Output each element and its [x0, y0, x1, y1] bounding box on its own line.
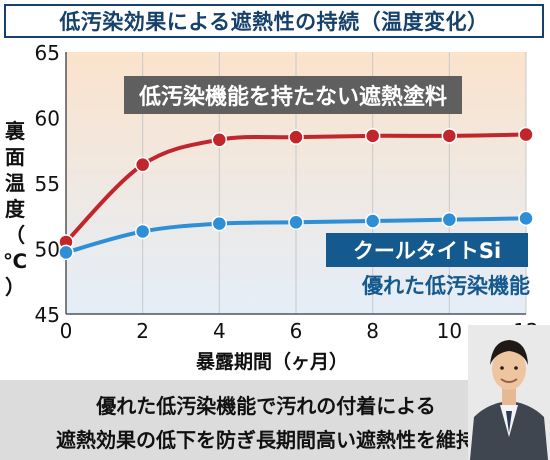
footer-line-2: 遮熱効果の低下を防ぎ長期間高い遮熱性を維持: [56, 428, 476, 452]
series-conventional-point: [134, 156, 151, 173]
y-axis-label: 裏面温度（℃）: [2, 118, 28, 300]
series-conventional-point: [441, 128, 458, 144]
series-cooltight-point: [518, 210, 534, 227]
y-axis-label-char: ）: [5, 275, 25, 299]
x-tick-label: 0: [60, 319, 73, 343]
y-axis-label-char: 裏: [5, 119, 25, 143]
y-axis-label-char: （: [5, 223, 25, 247]
series-cooltight-point: [364, 213, 381, 229]
series-cooltight-point: [211, 215, 228, 232]
callout-conventional-paint: 低汚染機能を持たない遮熱塗料: [124, 76, 462, 114]
series-conventional-point: [518, 126, 534, 143]
y-tick-label: 55: [35, 172, 60, 196]
y-axis-label-char: 温: [5, 171, 25, 195]
y-tick-label: 50: [35, 238, 60, 262]
x-tick-label: 8: [366, 319, 379, 343]
y-tick-label: 60: [35, 107, 60, 131]
person-photo: [468, 325, 550, 460]
footer-banner: 優れた低汚染機能で汚れの付着による 遮熱効果の低下を防ぎ長期間高い遮熱性を維持: [0, 380, 550, 460]
series-cooltight-point: [134, 223, 151, 240]
x-tick-label: 4: [213, 319, 226, 343]
series-conventional-point: [288, 129, 304, 145]
y-tick-label: 45: [35, 303, 60, 327]
chart-title: 低汚染効果による遮熱性の持続（温度変化）: [59, 10, 489, 34]
series-conventional-point: [364, 128, 381, 144]
y-axis-label-char: 度: [5, 197, 25, 221]
series-conventional-point: [211, 132, 228, 148]
series-cooltight-point: [58, 244, 74, 261]
series-cooltight-point: [441, 211, 458, 228]
x-axis-label: 暴露期間（ヶ月）: [196, 351, 349, 373]
y-axis-label-char: ℃: [2, 249, 28, 273]
footer-line-1: 優れた低汚染機能で汚れの付着による: [96, 394, 436, 418]
chart: 4550556065024681012: [35, 41, 539, 343]
x-tick-label: 2: [136, 319, 149, 343]
title-banner: 低汚染効果による遮熱性の持続（温度変化）: [4, 4, 544, 38]
x-tick-label: 10: [437, 319, 462, 343]
callout-product-feature: 優れた低汚染機能: [362, 274, 530, 298]
y-tick-label: 65: [35, 41, 60, 65]
series-cooltight-point: [288, 214, 304, 231]
callout-product-name: クールタイトSi: [326, 233, 528, 267]
x-tick-label: 6: [290, 319, 303, 343]
y-axis-label-char: 面: [5, 145, 25, 169]
